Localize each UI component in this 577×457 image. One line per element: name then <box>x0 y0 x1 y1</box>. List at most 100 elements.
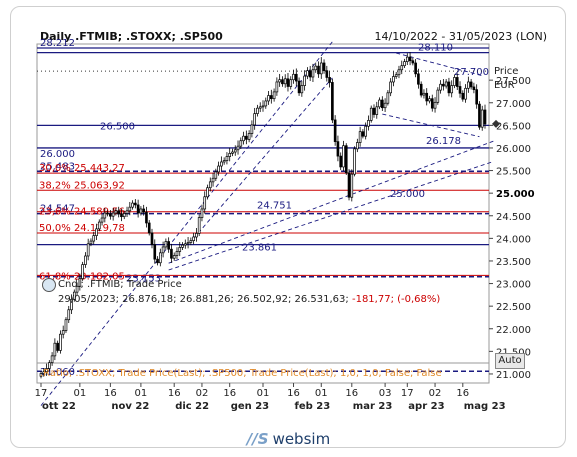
x-tick-day: 03 <box>379 388 392 399</box>
candle-body <box>425 92 429 102</box>
candle-body <box>270 95 273 100</box>
candle-body <box>405 56 409 62</box>
chart-title: Daily .FTMIB; .STOXX; .SP500 <box>40 30 223 43</box>
candle-body <box>250 124 254 134</box>
candle-body <box>136 204 140 214</box>
candle-body <box>378 99 381 108</box>
candle-body <box>222 160 226 163</box>
candle-body <box>433 101 437 109</box>
x-tick-day: 01 <box>135 388 148 399</box>
candle-body <box>342 145 345 168</box>
y-tick-label: 23.500 <box>496 257 531 268</box>
auto-scale-button[interactable]: Auto <box>495 353 525 369</box>
candle-body <box>286 78 290 87</box>
trend-line <box>168 140 494 264</box>
candle-body <box>203 196 207 210</box>
candle-body <box>386 92 390 104</box>
websim-brand: websim <box>272 430 331 448</box>
candle-body <box>275 81 279 93</box>
y-tick-label: 21.000 <box>496 370 531 381</box>
candle-body <box>178 247 182 252</box>
candle-body <box>81 264 84 279</box>
candle-body <box>461 92 465 100</box>
candle-body <box>356 142 359 150</box>
candle-body <box>403 61 406 67</box>
candle-body <box>283 78 287 85</box>
x-tick-day: 01 <box>73 388 86 399</box>
x-tick-day: 16 <box>287 388 300 399</box>
x-tick-day: 16 <box>456 388 469 399</box>
candle-body <box>153 244 157 260</box>
candle-body <box>308 70 312 78</box>
candle-body <box>208 181 212 189</box>
candle-body <box>453 77 456 86</box>
candle-body <box>258 106 262 109</box>
x-tick-month: mag 23 <box>464 401 506 412</box>
candle-body <box>228 153 232 157</box>
candle-body <box>331 82 334 121</box>
candle-body <box>430 98 434 109</box>
y-tick-label: 21.500 <box>496 347 531 358</box>
magnifier-icon[interactable] <box>42 278 56 292</box>
candle-body <box>39 373 43 377</box>
candle-body <box>450 85 454 94</box>
candle-body <box>145 211 148 224</box>
change-values: -181,77; (-0,68%) <box>351 294 441 305</box>
candle-body <box>217 165 220 173</box>
x-tick-month: ott 22 <box>42 401 76 412</box>
candle-body <box>428 98 431 102</box>
price-label: 25.000 <box>390 189 425 200</box>
candle-body <box>206 187 209 198</box>
candle-body <box>61 330 65 335</box>
x-tick-day: 02 <box>429 388 442 399</box>
candle-body <box>394 74 398 77</box>
candle-body <box>220 161 223 167</box>
candle-body <box>50 355 54 364</box>
ohlc-values: 29/05/2023; 26.876,18; 26.881,26; 26.502… <box>58 294 349 305</box>
candle-body <box>353 148 356 175</box>
candle-body <box>72 291 76 300</box>
candle-body <box>439 83 442 91</box>
candle-body <box>197 217 201 234</box>
level-label: 23.153 <box>126 274 161 285</box>
candle-body <box>156 258 159 264</box>
candle-body <box>272 91 276 100</box>
candle-body <box>120 213 123 218</box>
candle-body <box>325 70 329 78</box>
candle-body <box>319 62 323 75</box>
candle-body <box>92 235 96 242</box>
candle-body <box>478 103 481 128</box>
candle-body <box>419 83 423 96</box>
candle-body <box>239 140 243 147</box>
x-tick-day: 01 <box>257 388 270 399</box>
candle-body <box>400 65 404 71</box>
candle-body <box>267 95 270 102</box>
x-tick-day: 16 <box>345 388 358 399</box>
candle-body <box>159 252 162 264</box>
candle-body <box>261 105 265 108</box>
candle-body <box>78 278 82 287</box>
candle-body <box>161 246 165 254</box>
candle-body <box>383 102 387 109</box>
candle-body <box>369 107 373 121</box>
candle-body <box>186 242 190 245</box>
candle-body <box>306 70 309 77</box>
y-tick-label: 22.500 <box>496 302 531 313</box>
candle-body <box>242 135 245 142</box>
candle-body <box>211 177 215 183</box>
candle-body <box>303 75 306 86</box>
x-axis: 17 ott 22 01 16 nov 22 01 16 dic 22 02 16 gen 23 01… <box>35 383 506 412</box>
level-label: 28.212 <box>40 38 75 49</box>
candle-body <box>322 62 326 72</box>
candle-body <box>472 86 476 91</box>
candle-body <box>75 285 79 293</box>
candle-body <box>195 233 198 238</box>
candle-body <box>483 109 487 125</box>
candle-body <box>170 248 173 259</box>
candle-body <box>100 217 104 223</box>
candle-body <box>408 56 412 62</box>
candle-body <box>192 236 195 241</box>
candle-body <box>414 62 417 75</box>
candle-body <box>442 83 445 87</box>
